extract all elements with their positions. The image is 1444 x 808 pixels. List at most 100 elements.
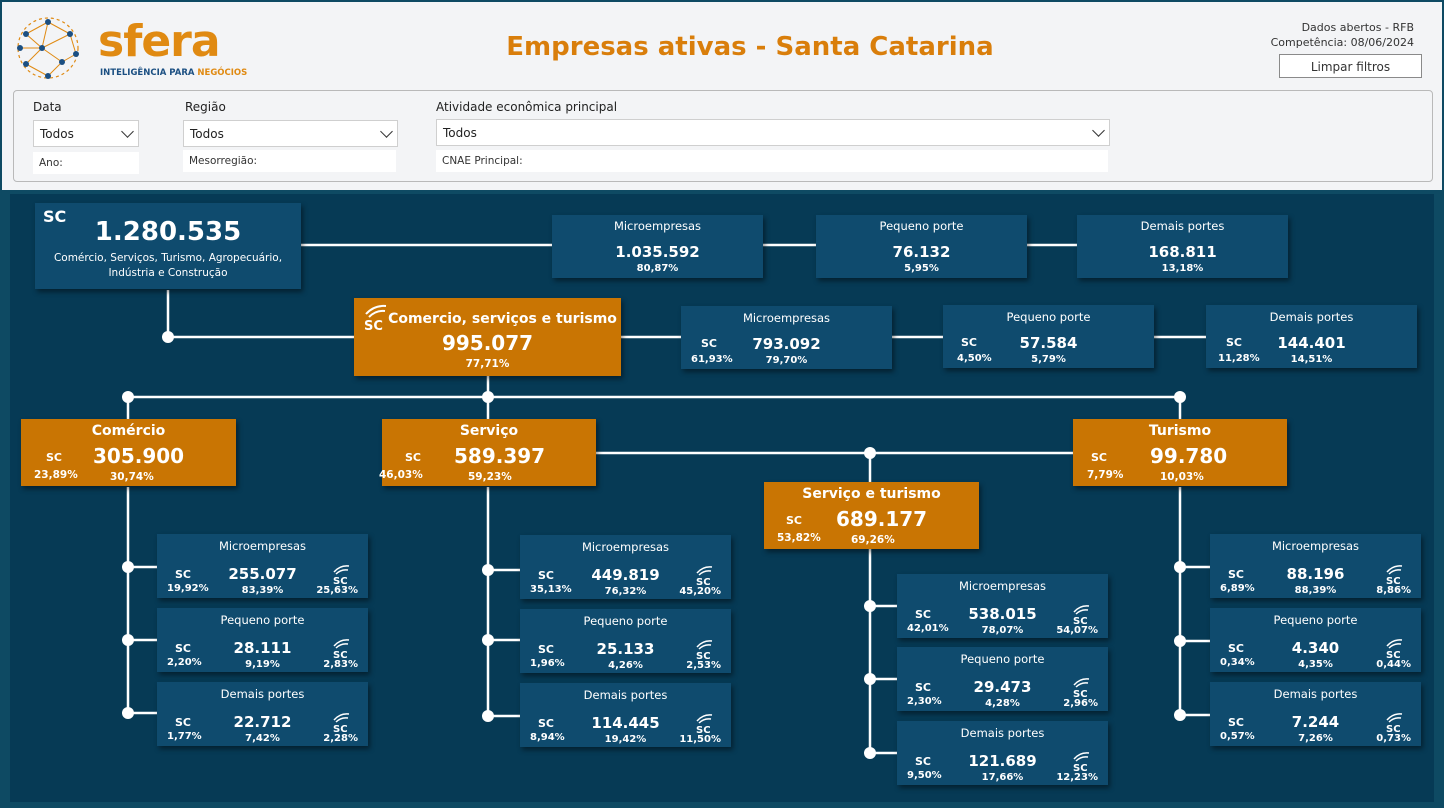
clear-filters-button[interactable]: Limpar filtros: [1279, 54, 1422, 78]
chevron-down-icon: [380, 125, 393, 138]
svg-text:SC: SC: [696, 651, 711, 660]
sc-label: SC: [1228, 568, 1244, 581]
sc-share: 23,89%: [34, 469, 78, 481]
total-pequeno-card[interactable]: Pequeno porte 76.132 5,95%: [816, 215, 1027, 278]
porte-name: Pequeno porte: [1273, 613, 1358, 627]
sfera-sc-mark-icon: SC: [1386, 639, 1403, 659]
filter-panel: Data Todos Ano: Região Todos Mesorregião…: [13, 90, 1433, 182]
servturismo-porte-card[interactable]: Microempresas SC 42,01% 538.015 78,07% SC 54,0…: [897, 574, 1108, 638]
sc-label: SC: [405, 451, 421, 464]
turismo-porte-card[interactable]: Demais portes SC 0,57% 7.244 7,26% SC 0,73%: [1210, 682, 1421, 746]
sector-share: 54,07%: [1056, 625, 1098, 636]
mesorregiao-slicer[interactable]: Mesorregião:: [183, 150, 396, 172]
cst-pequeno-card[interactable]: Pequeno porte SC 4,50% 57.584 5,79%: [943, 305, 1154, 368]
cnae-slicer[interactable]: CNAE Principal:: [436, 150, 1108, 172]
sector-pct: 59,23%: [468, 471, 512, 483]
cst-micro-card[interactable]: Microempresas SC 61,93% 793.092 79,70%: [681, 306, 892, 369]
porte-pct: 7,42%: [245, 733, 280, 744]
chevron-down-icon: [121, 125, 134, 138]
total-micro-card[interactable]: Microempresas 1.035.592 80,87%: [552, 215, 763, 278]
sfera-sc-mark-icon: SC: [1073, 752, 1090, 772]
porte-name: Demais portes: [583, 688, 668, 702]
globe-network-icon: [17, 17, 79, 79]
sector-title: Serviço e turismo: [802, 486, 941, 502]
porte-name: Demais portes: [1273, 687, 1358, 701]
total-card[interactable]: SC 1.280.535 Comércio, Serviços, Turismo…: [35, 203, 301, 289]
sfera-sc-mark-icon: SC: [333, 639, 350, 659]
servico-porte-card[interactable]: Pequeno porte SC 1,96% 25.133 4,26% SC 2,53%: [520, 609, 731, 673]
data-dropdown[interactable]: Todos: [33, 120, 139, 147]
comercio-porte-card[interactable]: Pequeno porte SC 2,20% 28.111 9,19% SC 2,83%: [157, 608, 368, 672]
sc-share: 11,28%: [1218, 353, 1260, 364]
turismo-porte-card[interactable]: Pequeno porte SC 0,34% 4.340 4,35% SC 0,44%: [1210, 608, 1421, 672]
sc-label: SC: [538, 717, 554, 730]
sector-share: 0,44%: [1376, 659, 1411, 670]
porte-pct: 80,87%: [636, 263, 679, 274]
turismo-card[interactable]: Turismo SC 7,79% 99.780 10,03%: [1073, 419, 1287, 486]
svg-text:SC: SC: [1073, 689, 1088, 698]
sector-share: 0,73%: [1376, 733, 1411, 744]
turismo-porte-card[interactable]: Microempresas SC 6,89% 88.196 88,39% SC 8,86%: [1210, 534, 1421, 598]
sc-label: SC: [915, 608, 931, 621]
servico-porte-card[interactable]: Microempresas SC 35,13% 449.819 76,32% SC 45,2…: [520, 535, 731, 599]
ano-slicer[interactable]: Ano:: [33, 152, 139, 174]
svg-text:SC: SC: [1386, 576, 1401, 585]
porte-pct: 19,42%: [604, 734, 647, 745]
report-header: sfera INTELIGÊNCIA PARA NEGÓCIOS Empresa…: [2, 2, 1442, 190]
sc-label: SC: [175, 642, 191, 655]
sc-share: 6,89%: [1220, 583, 1255, 594]
sc-label: SC: [538, 643, 554, 656]
regiao-dropdown-value: Todos: [190, 127, 224, 141]
svg-text:SC: SC: [696, 577, 711, 586]
sector-pct: 30,74%: [110, 471, 154, 483]
data-dropdown-value: Todos: [40, 127, 74, 141]
cst-card[interactable]: SC Comercio, serviços e turismo 995.077 …: [354, 298, 621, 376]
porte-pct: 76,32%: [604, 586, 647, 597]
sfera-sc-mark-icon: SC: [1073, 678, 1090, 698]
sc-label: SC: [175, 716, 191, 729]
sector-title: Serviço: [459, 423, 519, 439]
comercio-card[interactable]: Comércio SC 23,89% 305.900 30,74%: [21, 419, 236, 486]
sector-title: Turismo: [1148, 423, 1212, 439]
servturismo-porte-card[interactable]: Pequeno porte SC 2,30% 29.473 4,28% SC 2,96%: [897, 647, 1108, 711]
servico-porte-card[interactable]: Demais portes SC 8,94% 114.445 19,42% SC 11,50…: [520, 683, 731, 747]
porte-name: Pequeno porte: [220, 613, 305, 627]
comercio-porte-card[interactable]: Microempresas SC 19,92% 255.077 83,39% SC 25,6…: [157, 534, 368, 598]
servico-card[interactable]: Serviço SC 46,03% 589.397 59,23%: [379, 419, 596, 486]
porte-pct: 78,07%: [981, 625, 1024, 636]
porte-name: Pequeno porte: [583, 614, 668, 628]
servico-turismo-card[interactable]: Serviço e turismo SC 53,82% 689.177 69,2…: [764, 482, 979, 549]
atividade-dropdown[interactable]: Todos: [436, 119, 1110, 146]
servturismo-porte-card[interactable]: Demais portes SC 9,50% 121.689 17,66% SC 12,23…: [897, 721, 1108, 785]
sc-share: 19,92%: [167, 583, 209, 594]
porte-value: 255.077: [228, 565, 297, 583]
sc-share: 53,82%: [777, 532, 821, 544]
sector-pct: 69,26%: [851, 534, 895, 546]
svg-text:SC: SC: [333, 724, 348, 733]
regiao-dropdown[interactable]: Todos: [183, 120, 398, 147]
porte-pct: 5,79%: [1031, 354, 1066, 365]
porte-name: Pequeno porte: [879, 219, 964, 233]
porte-pct: 79,70%: [765, 355, 808, 366]
porte-name: Demais portes: [220, 687, 305, 701]
total-demais-card[interactable]: Demais portes 168.811 13,18%: [1077, 215, 1288, 278]
porte-value: 1.035.592: [615, 243, 700, 261]
porte-value: 114.445: [591, 714, 660, 732]
cst-demais-card[interactable]: Demais portes SC 11,28% 144.401 14,51%: [1206, 305, 1417, 368]
porte-value: 29.473: [973, 678, 1032, 696]
porte-pct: 13,18%: [1161, 263, 1204, 274]
porte-pct: 88,39%: [1294, 585, 1337, 596]
sc-share: 46,03%: [379, 469, 423, 481]
sector-share: 12,23%: [1056, 772, 1098, 783]
porte-value: 57.584: [1019, 334, 1078, 352]
sfera-sc-mark-icon: SC: [364, 304, 387, 332]
filter-label-regiao: Região: [185, 100, 226, 114]
porte-value: 25.133: [596, 640, 655, 658]
porte-value: 88.196: [1286, 565, 1345, 583]
svg-text:SC: SC: [1386, 650, 1401, 659]
porte-value: 28.111: [233, 639, 292, 657]
comercio-porte-card[interactable]: Demais portes SC 1,77% 22.712 7,42% SC 2,28%: [157, 682, 368, 746]
sc-label: SC: [1228, 716, 1244, 729]
porte-name: Demais portes: [960, 726, 1045, 740]
